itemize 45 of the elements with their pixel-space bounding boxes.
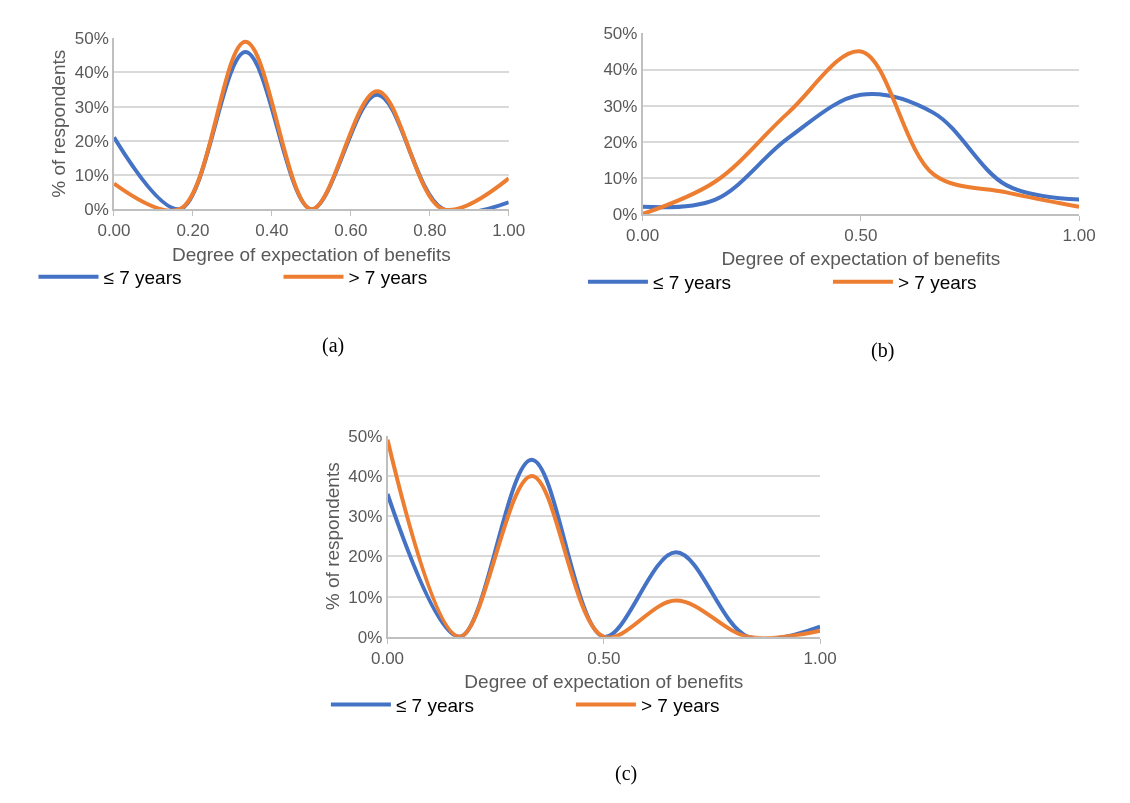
y-tick-label: 40% — [348, 466, 383, 486]
y-tick-label: 10% — [74, 165, 109, 185]
x-tick-label: 1.00 — [1062, 226, 1096, 246]
legend-label: > 7 years — [640, 694, 720, 716]
y-tick-label: 50% — [74, 29, 109, 49]
y-tick-label: 40% — [603, 60, 638, 80]
y-axis-title: % of respondents — [321, 462, 343, 611]
line-series — [642, 92, 1080, 210]
x-tick-label: 0.50 — [844, 226, 878, 246]
y-tick-label: 0% — [612, 204, 638, 224]
legend-label: > 7 years — [348, 267, 428, 289]
x-axis-title: Degree of expectation of benefits — [171, 243, 451, 265]
text: (c) — [615, 762, 638, 785]
x-tick-label: 0.00 — [97, 221, 131, 241]
y-axis-title: % of respondents — [48, 49, 70, 198]
x-axis-title: Degree of expectation of benefits — [464, 671, 744, 693]
y-tick-label: 50% — [348, 426, 383, 446]
x-tick-label: 0.50 — [587, 648, 621, 668]
y-tick-label: 0% — [84, 200, 109, 220]
x-tick-label: 1.00 — [803, 648, 837, 668]
y-tick-label: 0% — [357, 627, 383, 647]
legend-label: > 7 years — [897, 272, 977, 294]
y-tick-label: 30% — [74, 97, 109, 117]
x-tick-label: 0.20 — [176, 221, 210, 241]
y-tick-label: 30% — [348, 507, 383, 527]
x-tick-label: 0.80 — [413, 221, 447, 241]
y-tick-label: 20% — [74, 131, 109, 151]
y-tick-label: 20% — [603, 132, 638, 152]
y-tick-label: 10% — [603, 168, 638, 188]
x-tick-label: 0.60 — [334, 221, 368, 241]
legend-label: ≤ 7 years — [652, 272, 731, 294]
legend-label: ≤ 7 years — [395, 694, 474, 716]
x-tick-label: 0.00 — [370, 648, 405, 668]
y-tick-label: 30% — [603, 96, 638, 116]
x-axis-title: Degree of expectation of benefits — [721, 248, 1001, 270]
legend-label: ≤ 7 years — [103, 267, 182, 289]
y-tick-label: 20% — [348, 547, 383, 567]
y-tick-label: 40% — [74, 63, 109, 83]
y-tick-label: 50% — [603, 24, 638, 44]
x-tick-label: 0.00 — [626, 226, 660, 246]
x-tick-label: 1.00 — [492, 221, 526, 241]
y-tick-label: 10% — [348, 587, 383, 607]
x-tick-label: 0.40 — [255, 221, 289, 241]
text: (b) — [871, 339, 895, 362]
text: (a) — [322, 334, 345, 357]
